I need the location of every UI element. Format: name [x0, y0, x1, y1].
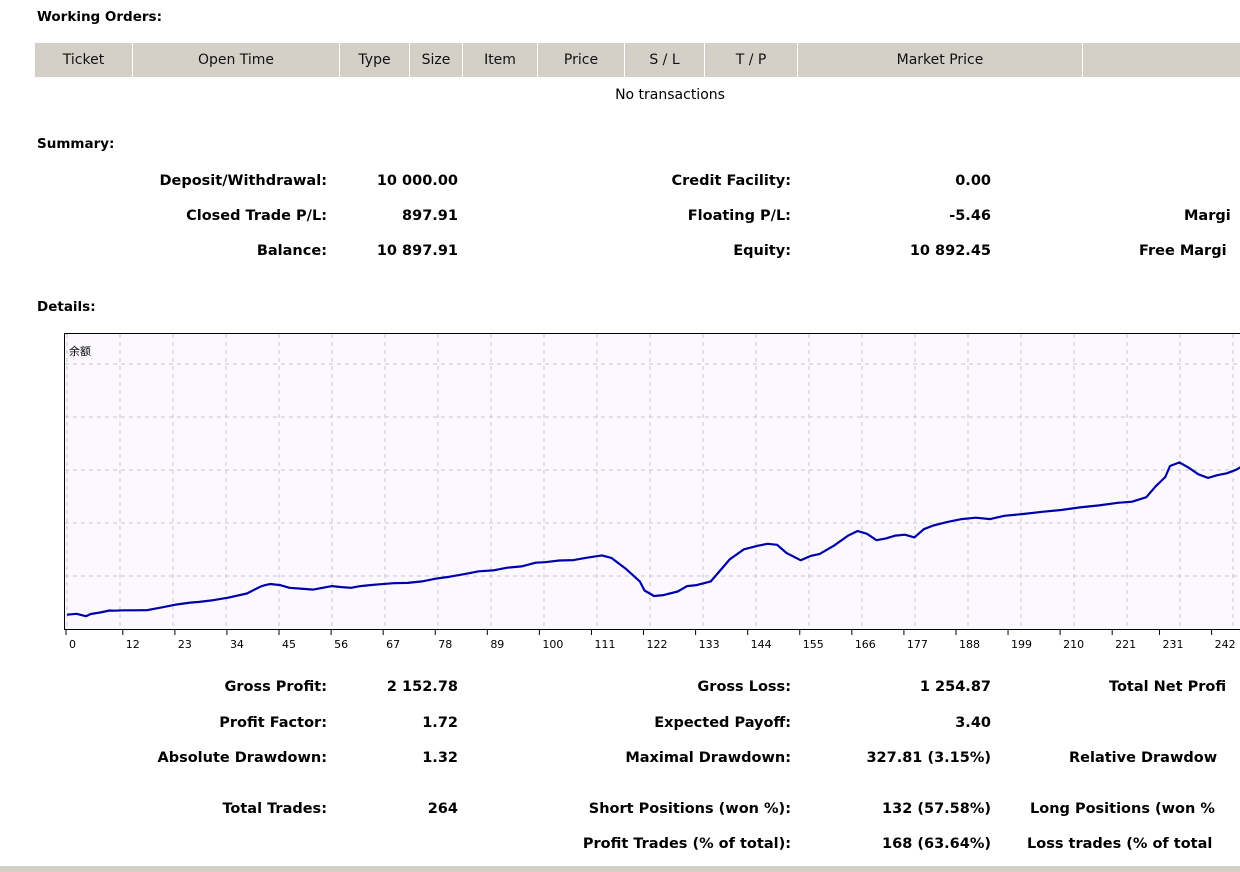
- col-blank[interactable]: [1083, 43, 1240, 77]
- deposit-value: 10 000.00: [376, 173, 458, 189]
- expected-payoff-value: 3.40: [955, 715, 991, 731]
- equity-label: Equity:: [733, 243, 791, 259]
- col-size[interactable]: Size: [410, 43, 463, 77]
- x-tick-label: 0: [69, 638, 76, 651]
- balance-line: [66, 461, 1240, 618]
- balance-value: 10 897.91: [376, 243, 458, 259]
- details-title: Details:: [37, 299, 96, 315]
- col-stop-loss[interactable]: S / L: [625, 43, 705, 77]
- x-tick-label: 89: [490, 638, 504, 651]
- x-tick-label: 45: [282, 638, 296, 651]
- margin-label: Margi: [1184, 208, 1231, 224]
- absolute-drawdown-value: 1.32: [422, 750, 458, 766]
- deposit-label: Deposit/Withdrawal:: [159, 173, 327, 189]
- x-tick-label: 100: [542, 638, 563, 651]
- col-ticket[interactable]: Ticket: [35, 43, 133, 77]
- x-tick-label: 23: [178, 638, 192, 651]
- working-orders-title: Working Orders:: [37, 9, 162, 25]
- profit-trades-label: Profit Trades (% of total):: [582, 836, 791, 852]
- x-tick-label: 199: [1011, 638, 1032, 651]
- floating-pl-value: -5.46: [949, 208, 991, 224]
- x-tick-label: 155: [803, 638, 824, 651]
- equity-value: 10 892.45: [909, 243, 991, 259]
- col-market-price[interactable]: Market Price: [798, 43, 1083, 77]
- floating-pl-label: Floating P/L:: [687, 208, 791, 224]
- col-open-time[interactable]: Open Time: [133, 43, 340, 77]
- x-tick-label: 188: [959, 638, 980, 651]
- balance-label: Balance:: [256, 243, 327, 259]
- loss-trades-label: Loss trades (% of total: [1027, 836, 1213, 852]
- profit-trades-value: 168 (63.64%): [882, 836, 991, 852]
- closed-pl-value: 897.91: [402, 208, 458, 224]
- col-price[interactable]: Price: [538, 43, 625, 77]
- x-tick-label: 34: [230, 638, 244, 651]
- x-tick-label: 111: [594, 638, 615, 651]
- relative-drawdown-label: Relative Drawdow: [1069, 750, 1218, 766]
- x-tick-label: 231: [1163, 638, 1184, 651]
- total-net-profit-label: Total Net Profi: [1109, 679, 1227, 695]
- no-transactions-text: No transactions: [615, 87, 725, 103]
- gross-loss-value: 1 254.87: [919, 679, 991, 695]
- x-tick-label: 56: [334, 638, 348, 651]
- balance-chart-svg: 余额: [65, 334, 1240, 629]
- expected-payoff-label: Expected Payoff:: [654, 715, 791, 731]
- chart-title: 余额: [69, 344, 91, 358]
- closed-pl-label: Closed Trade P/L:: [186, 208, 327, 224]
- short-positions-value: 132 (57.58%): [882, 801, 991, 817]
- x-tick-label: 78: [438, 638, 452, 651]
- col-type[interactable]: Type: [340, 43, 410, 77]
- total-trades-value: 264: [427, 801, 458, 817]
- chart-x-axis: 0 12 23 34 45 56 67 78 89 100 111 122 133 144 155 166 17…: [65, 630, 1236, 651]
- profit-factor-label: Profit Factor:: [219, 715, 327, 731]
- profit-factor-value: 1.72: [422, 715, 458, 731]
- x-tick-label: 12: [126, 638, 140, 651]
- chart-grid: [65, 334, 1240, 629]
- x-tick-label: 122: [647, 638, 668, 651]
- x-tick-label: 221: [1115, 638, 1136, 651]
- gross-loss-label: Gross Loss:: [697, 679, 791, 695]
- x-tick-label: 177: [907, 638, 928, 651]
- balance-chart: 余额: [64, 333, 1240, 630]
- orders-header-row: Ticket Open Time Type Size Item Price S …: [35, 43, 1240, 77]
- x-tick-label: 242: [1215, 638, 1236, 651]
- maximal-drawdown-value: 327.81 (3.15%): [866, 750, 991, 766]
- summary-title: Summary:: [37, 136, 115, 152]
- x-tick-label: 144: [751, 638, 772, 651]
- col-item[interactable]: Item: [463, 43, 538, 77]
- maximal-drawdown-label: Maximal Drawdown:: [625, 750, 791, 766]
- absolute-drawdown-label: Absolute Drawdown:: [157, 750, 327, 766]
- x-tick-label: 67: [386, 638, 400, 651]
- free-margin-label: Free Margi: [1139, 243, 1227, 259]
- x-tick-label: 210: [1063, 638, 1084, 651]
- x-tick-label: 166: [855, 638, 876, 651]
- credit-label: Credit Facility:: [671, 173, 791, 189]
- credit-value: 0.00: [955, 173, 991, 189]
- long-positions-label: Long Positions (won %: [1030, 801, 1215, 817]
- horizontal-scrollbar[interactable]: [0, 866, 1240, 872]
- gross-profit-label: Gross Profit:: [224, 679, 327, 695]
- short-positions-label: Short Positions (won %):: [588, 801, 791, 817]
- col-take-profit[interactable]: T / P: [705, 43, 798, 77]
- total-trades-label: Total Trades:: [222, 801, 327, 817]
- x-tick-label: 133: [699, 638, 720, 651]
- gross-profit-value: 2 152.78: [386, 679, 458, 695]
